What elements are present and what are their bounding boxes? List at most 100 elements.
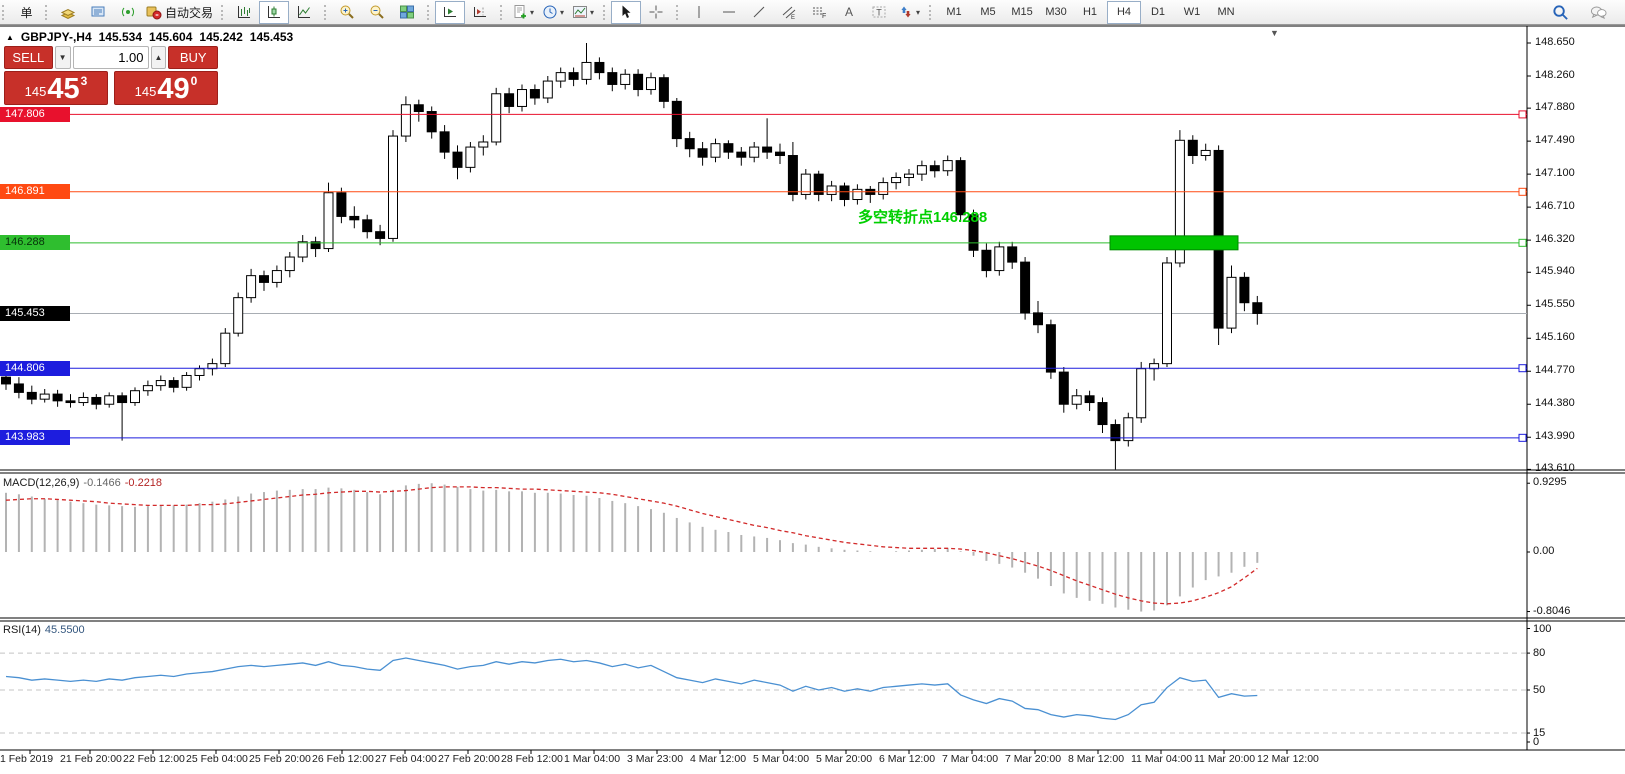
toolbar-right-icons — [1545, 1, 1625, 24]
time-axis-label: 11 Mar 04:00 — [1131, 753, 1193, 765]
time-axis-label: 22 Feb 12:00 — [123, 753, 185, 765]
timeframe-button-m1[interactable]: M1 — [946, 6, 962, 18]
zoom-in-button[interactable] — [332, 1, 362, 24]
cursor-button[interactable] — [611, 0, 642, 24]
symbol-name: GBPJPY-,H4 — [20, 30, 92, 44]
time-axis-label: 6 Mar 12:00 — [879, 753, 936, 765]
price-tick-label: 145.550 — [1535, 298, 1575, 311]
dropdown-caret-icon: ▾ — [530, 7, 535, 17]
time-axis-label: 26 Feb 12:00 — [312, 753, 374, 765]
time-axis-label: 11 Mar 20:00 — [1194, 753, 1256, 765]
macd-title: MACD(12,26,9) — [3, 477, 80, 489]
sell-price-display[interactable]: 145 45 3 — [4, 71, 108, 105]
toolbar-group: 自动交易 — [43, 0, 219, 24]
price-tick-label: 148.260 — [1535, 68, 1575, 81]
price-tick-label: 146.320 — [1535, 233, 1575, 246]
sell-price-prefix: 145 — [24, 84, 47, 99]
auto-scroll-button[interactable] — [435, 0, 466, 24]
line-chart-button[interactable] — [289, 1, 319, 24]
time-axis-label: 3 Mar 23:00 — [627, 753, 684, 765]
buy-price-prefix: 145 — [134, 84, 157, 99]
crosshair-button[interactable] — [641, 1, 671, 24]
market-watch-icon[interactable] — [53, 1, 83, 24]
price-tick-label: 145.940 — [1535, 265, 1575, 278]
price-tag-143.983: 143.983 — [0, 430, 70, 446]
rsi-value: 45.5500 — [44, 624, 85, 636]
price-tick-label: 144.380 — [1535, 397, 1575, 410]
horizontal-line-button[interactable] — [714, 1, 744, 24]
search-button[interactable] — [1545, 1, 1575, 24]
timeframe-button-d1[interactable]: D1 — [1150, 6, 1166, 18]
buy-price-big: 49 — [157, 73, 190, 105]
templates-button[interactable]: ▾ — [568, 1, 598, 24]
arrows-button[interactable]: ▾ — [894, 1, 924, 24]
time-axis-label: 1 Mar 04:00 — [564, 753, 621, 765]
one-click-trading-panel: SELL ▼ ▲ BUY 145 45 3 145 49 0 — [4, 46, 219, 105]
time-axis-label: 7 Mar 20:00 — [1005, 753, 1062, 765]
time-axis-label: 28 Feb 12:00 — [501, 753, 563, 765]
fibonacci-button[interactable]: F — [804, 1, 834, 24]
time-axis-label: 25 Feb 04:00 — [186, 753, 248, 765]
vertical-line-button[interactable] — [684, 1, 714, 24]
text-button[interactable]: A — [834, 1, 864, 24]
time-axis-label: 5 Mar 04:00 — [753, 753, 810, 765]
autotrading-button[interactable]: 自动交易 — [143, 1, 216, 24]
time-axis-label: 8 Mar 12:00 — [1068, 753, 1125, 765]
pivot-annotation-text: 多空转折点146.288 — [858, 209, 988, 226]
timeframe-button-m15[interactable]: M15 — [1011, 6, 1033, 18]
price-tick-label: 143.990 — [1535, 430, 1575, 443]
price-tick-label: 148.650 — [1535, 36, 1575, 48]
macd-scale-label: 0.9295 — [1533, 476, 1567, 489]
buy-price-display[interactable]: 145 49 0 — [114, 71, 218, 105]
rsi-scale-label: 100 — [1533, 622, 1552, 635]
dropdown-caret-icon: ▾ — [590, 7, 595, 17]
time-axis-label: 1 Feb 2019 — [0, 753, 54, 765]
timeframe-button-m5[interactable]: M5 — [980, 6, 996, 18]
price-tag-146.891: 146.891 — [0, 184, 70, 200]
toolbar-group: E F A T ▾ — [674, 0, 927, 24]
bar-chart-button[interactable] — [229, 1, 259, 24]
macd-main-value: -0.1466 — [83, 477, 121, 489]
timeframe-group: M1 M5 M15 M30 H1 H4 D1 W1 MN — [927, 0, 1246, 24]
price-tag-145.453: 145.453 — [0, 305, 70, 321]
price-tick-label: 147.100 — [1535, 167, 1575, 180]
time-axis-label: 5 Mar 20:00 — [816, 753, 873, 765]
buy-button[interactable]: BUY — [168, 46, 219, 69]
timeframe-button-mn[interactable]: MN — [1217, 6, 1235, 18]
indicators-button[interactable]: ▾ — [508, 1, 538, 24]
periods-button[interactable]: ▾ — [538, 1, 568, 24]
community-button[interactable] — [1583, 1, 1613, 24]
timeframe-button-h1[interactable]: H1 — [1082, 6, 1098, 18]
rsi-scale-label: 80 — [1533, 647, 1546, 660]
time-axis-label: 27 Feb 20:00 — [438, 753, 500, 765]
trendline-button[interactable] — [744, 1, 774, 24]
volume-input[interactable] — [72, 46, 149, 69]
price-tick-label: 143.610 — [1535, 462, 1575, 475]
price-tick-label: 146.710 — [1535, 200, 1575, 213]
chart-shift-button[interactable] — [465, 1, 495, 24]
sell-button[interactable]: SELL — [4, 46, 53, 69]
macd-indicator-label: MACD(12,26,9) -0.1466 -0.2218 — [3, 477, 162, 489]
zoom-out-button[interactable] — [362, 1, 392, 24]
time-axis-label: 25 Feb 20:00 — [249, 753, 311, 765]
time-axis-label: 7 Mar 04:00 — [942, 753, 999, 765]
equidistant-channel-button[interactable]: E — [774, 1, 804, 24]
timeframe-button-m30[interactable]: M30 — [1045, 6, 1067, 18]
rsi-title: RSI(14) — [3, 624, 41, 636]
volume-down-button[interactable]: ▼ — [54, 46, 71, 69]
main-toolbar: 单 自动交易 ▾ ▾ ▾ E F A T ▾ M1 M5 M15 M30 H1 H4 D1 W1 MN — [0, 0, 1625, 25]
volume-up-button[interactable]: ▲ — [150, 46, 167, 69]
new-order-button[interactable]: 单 — [20, 5, 33, 20]
tile-windows-button[interactable] — [392, 1, 422, 24]
signals-icon[interactable] — [113, 1, 143, 24]
text-label-button[interactable]: T — [864, 1, 894, 24]
timeframe-button-w1[interactable]: W1 — [1183, 6, 1201, 18]
rsi-scale-label: 15 — [1533, 727, 1546, 740]
svg-text:F: F — [822, 13, 826, 20]
candlestick-chart-button[interactable] — [259, 0, 290, 24]
data-window-icon[interactable] — [83, 1, 113, 24]
price-tag-144.806: 144.806 — [0, 360, 70, 376]
collapse-arrow-icon[interactable]: ▲ — [6, 32, 14, 42]
timeframe-button-h4[interactable]: H4 — [1107, 0, 1142, 24]
